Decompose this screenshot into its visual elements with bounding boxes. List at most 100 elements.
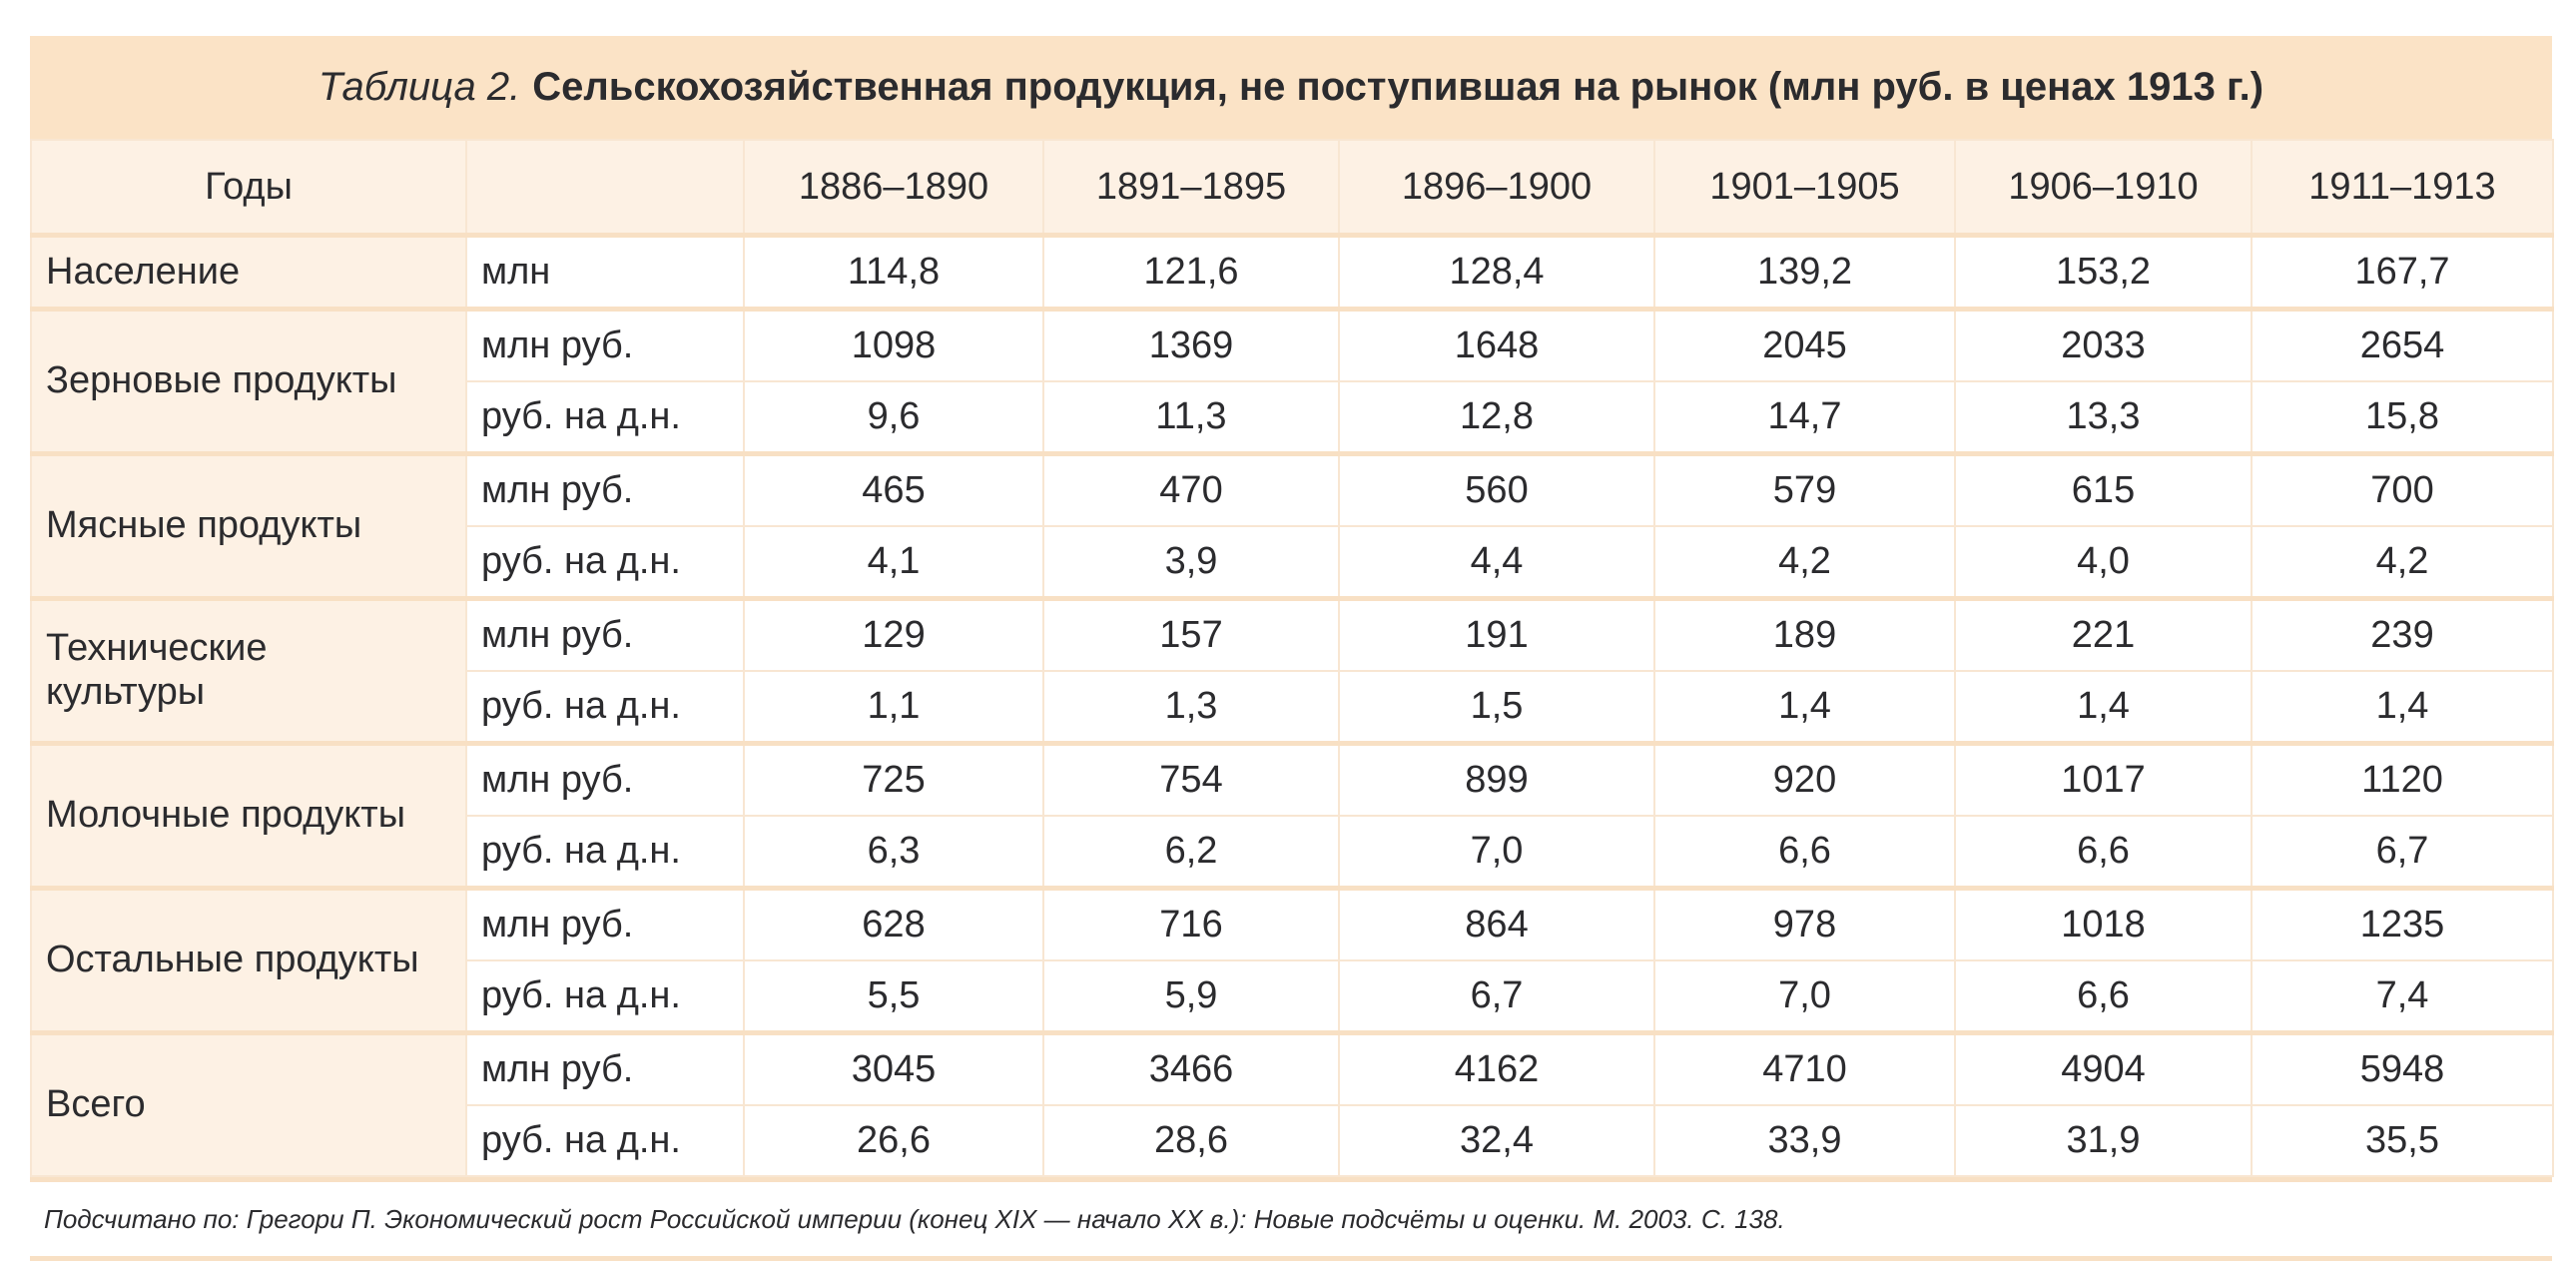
header-period: 1906–1910 <box>1954 139 2253 237</box>
value-cell: 31,9 <box>1954 1104 2253 1177</box>
table-row: руб. на д.н. 5,5 5,9 6,7 7,0 6,6 7,4 <box>31 959 2554 1034</box>
table-row: руб. на д.н. 6,3 6,2 7,0 6,6 6,6 6,7 <box>31 815 2554 890</box>
value-cell: 167,7 <box>2251 233 2554 311</box>
unit-cell: руб. на д.н. <box>465 815 745 890</box>
value-cell: 9,6 <box>743 380 1044 455</box>
value-cell: 6,6 <box>1954 815 2253 890</box>
value-cell: 221 <box>1954 596 2253 672</box>
row-label: Технические культуры <box>30 596 467 745</box>
value-cell: 4,4 <box>1338 525 1655 600</box>
row-label: Молочные продукты <box>30 741 467 890</box>
value-cell: 3,9 <box>1042 525 1340 600</box>
unit-cell: руб. на д.н. <box>465 1104 745 1177</box>
value-cell: 725 <box>743 741 1044 817</box>
value-cell: 7,0 <box>1653 959 1956 1034</box>
table-number: Таблица 2. <box>318 65 521 109</box>
value-cell: 32,4 <box>1338 1104 1655 1177</box>
value-cell: 28,6 <box>1042 1104 1340 1177</box>
value-cell: 2045 <box>1653 307 1956 382</box>
value-cell: 114,8 <box>743 233 1044 311</box>
value-cell: 920 <box>1653 741 1956 817</box>
value-cell: 2033 <box>1954 307 2253 382</box>
value-cell: 4,0 <box>1954 525 2253 600</box>
header-years: Годы <box>30 139 467 237</box>
row-label: Мясные продукты <box>30 451 467 600</box>
table-row: руб. на д.н. 1,1 1,3 1,5 1,4 1,4 1,4 <box>31 670 2554 745</box>
header-unit <box>465 139 745 237</box>
value-cell: 864 <box>1338 886 1655 961</box>
value-cell: 2654 <box>2251 307 2554 382</box>
unit-cell: руб. на д.н. <box>465 525 745 600</box>
value-cell: 1,1 <box>743 670 1044 745</box>
value-cell: 7,0 <box>1338 815 1655 890</box>
value-cell: 978 <box>1653 886 1956 961</box>
value-cell: 1,4 <box>1653 670 1956 745</box>
value-cell: 465 <box>743 451 1044 527</box>
value-cell: 1369 <box>1042 307 1340 382</box>
table-title: Таблица 2. Сельскохозяйственная продукци… <box>30 36 2552 139</box>
unit-cell: руб. на д.н. <box>465 670 745 745</box>
data-table: Годы 1886–1890 1891–1895 1896–1900 1901–… <box>30 139 2554 1177</box>
value-cell: 6,6 <box>1954 959 2253 1034</box>
value-cell: 4162 <box>1338 1030 1655 1106</box>
unit-cell: млн руб. <box>465 451 745 527</box>
table-row: Технические культуры млн руб. 129 157 191 189… <box>30 596 2554 745</box>
table-row: Всего млн руб. 3045 3466 4162 4710 4904 5948 <box>30 1030 2554 1177</box>
value-cell: 899 <box>1338 741 1655 817</box>
value-cell: 121,6 <box>1042 233 1340 311</box>
value-cell: 191 <box>1338 596 1655 672</box>
unit-cell: руб. на д.н. <box>465 959 745 1034</box>
value-cell: 4,2 <box>1653 525 1956 600</box>
value-cell: 1,4 <box>1954 670 2253 745</box>
unit-cell: млн руб. <box>465 596 745 672</box>
table-row: Население млн 114,8 121,6 128,4 139,2 153,2 167… <box>30 233 2554 311</box>
value-cell: 3045 <box>743 1030 1044 1106</box>
value-cell: 1235 <box>2251 886 2554 961</box>
value-cell: 560 <box>1338 451 1655 527</box>
value-cell: 157 <box>1042 596 1340 672</box>
table-row: Мясные продукты млн руб. 465 470 560 579 615 70… <box>30 451 2554 600</box>
table-caption: Сельскохозяйственная продукция, не посту… <box>532 65 2264 109</box>
value-cell: 1018 <box>1954 886 2253 961</box>
table-row: Остальные продукты млн руб. 628 716 864 978 10… <box>30 886 2554 1034</box>
header-period: 1891–1895 <box>1042 139 1340 237</box>
unit-cell: млн руб. <box>465 741 745 817</box>
footnote: Подсчитано по: Грегори П. Экономический … <box>30 1177 2552 1261</box>
value-cell: 1098 <box>743 307 1044 382</box>
header-period: 1896–1900 <box>1338 139 1655 237</box>
value-cell: 1017 <box>1954 741 2253 817</box>
value-cell: 3466 <box>1042 1030 1340 1106</box>
value-cell: 13,3 <box>1954 380 2253 455</box>
value-cell: 4904 <box>1954 1030 2253 1106</box>
row-label: Население <box>30 233 467 311</box>
value-cell: 470 <box>1042 451 1340 527</box>
value-cell: 1,4 <box>2251 670 2554 745</box>
table-row: руб. на д.н. 9,6 11,3 12,8 14,7 13,3 15,8 <box>31 380 2554 455</box>
header-period: 1911–1913 <box>2251 139 2554 237</box>
row-label: Зерновые продукты <box>30 307 467 455</box>
value-cell: 6,2 <box>1042 815 1340 890</box>
value-cell: 4,1 <box>743 525 1044 600</box>
value-cell: 6,7 <box>2251 815 2554 890</box>
table-row: руб. на д.н. 26,6 28,6 32,4 33,9 31,9 35,5 <box>31 1104 2554 1177</box>
unit-cell: млн руб. <box>465 1030 745 1106</box>
value-cell: 1648 <box>1338 307 1655 382</box>
value-cell: 7,4 <box>2251 959 2554 1034</box>
value-cell: 153,2 <box>1954 233 2253 311</box>
header-period: 1901–1905 <box>1653 139 1956 237</box>
value-cell: 700 <box>2251 451 2554 527</box>
value-cell: 579 <box>1653 451 1956 527</box>
unit-cell: руб. на д.н. <box>465 380 745 455</box>
value-cell: 5,9 <box>1042 959 1340 1034</box>
unit-cell: млн руб. <box>465 886 745 961</box>
table-row: Молочные продукты млн руб. 725 754 899 920 101… <box>30 741 2554 890</box>
value-cell: 6,7 <box>1338 959 1655 1034</box>
unit-cell: млн <box>465 233 745 311</box>
value-cell: 12,8 <box>1338 380 1655 455</box>
row-label: Остальные продукты <box>30 886 467 1034</box>
value-cell: 1,3 <box>1042 670 1340 745</box>
value-cell: 754 <box>1042 741 1340 817</box>
value-cell: 139,2 <box>1653 233 1956 311</box>
value-cell: 35,5 <box>2251 1104 2554 1177</box>
value-cell: 5,5 <box>743 959 1044 1034</box>
